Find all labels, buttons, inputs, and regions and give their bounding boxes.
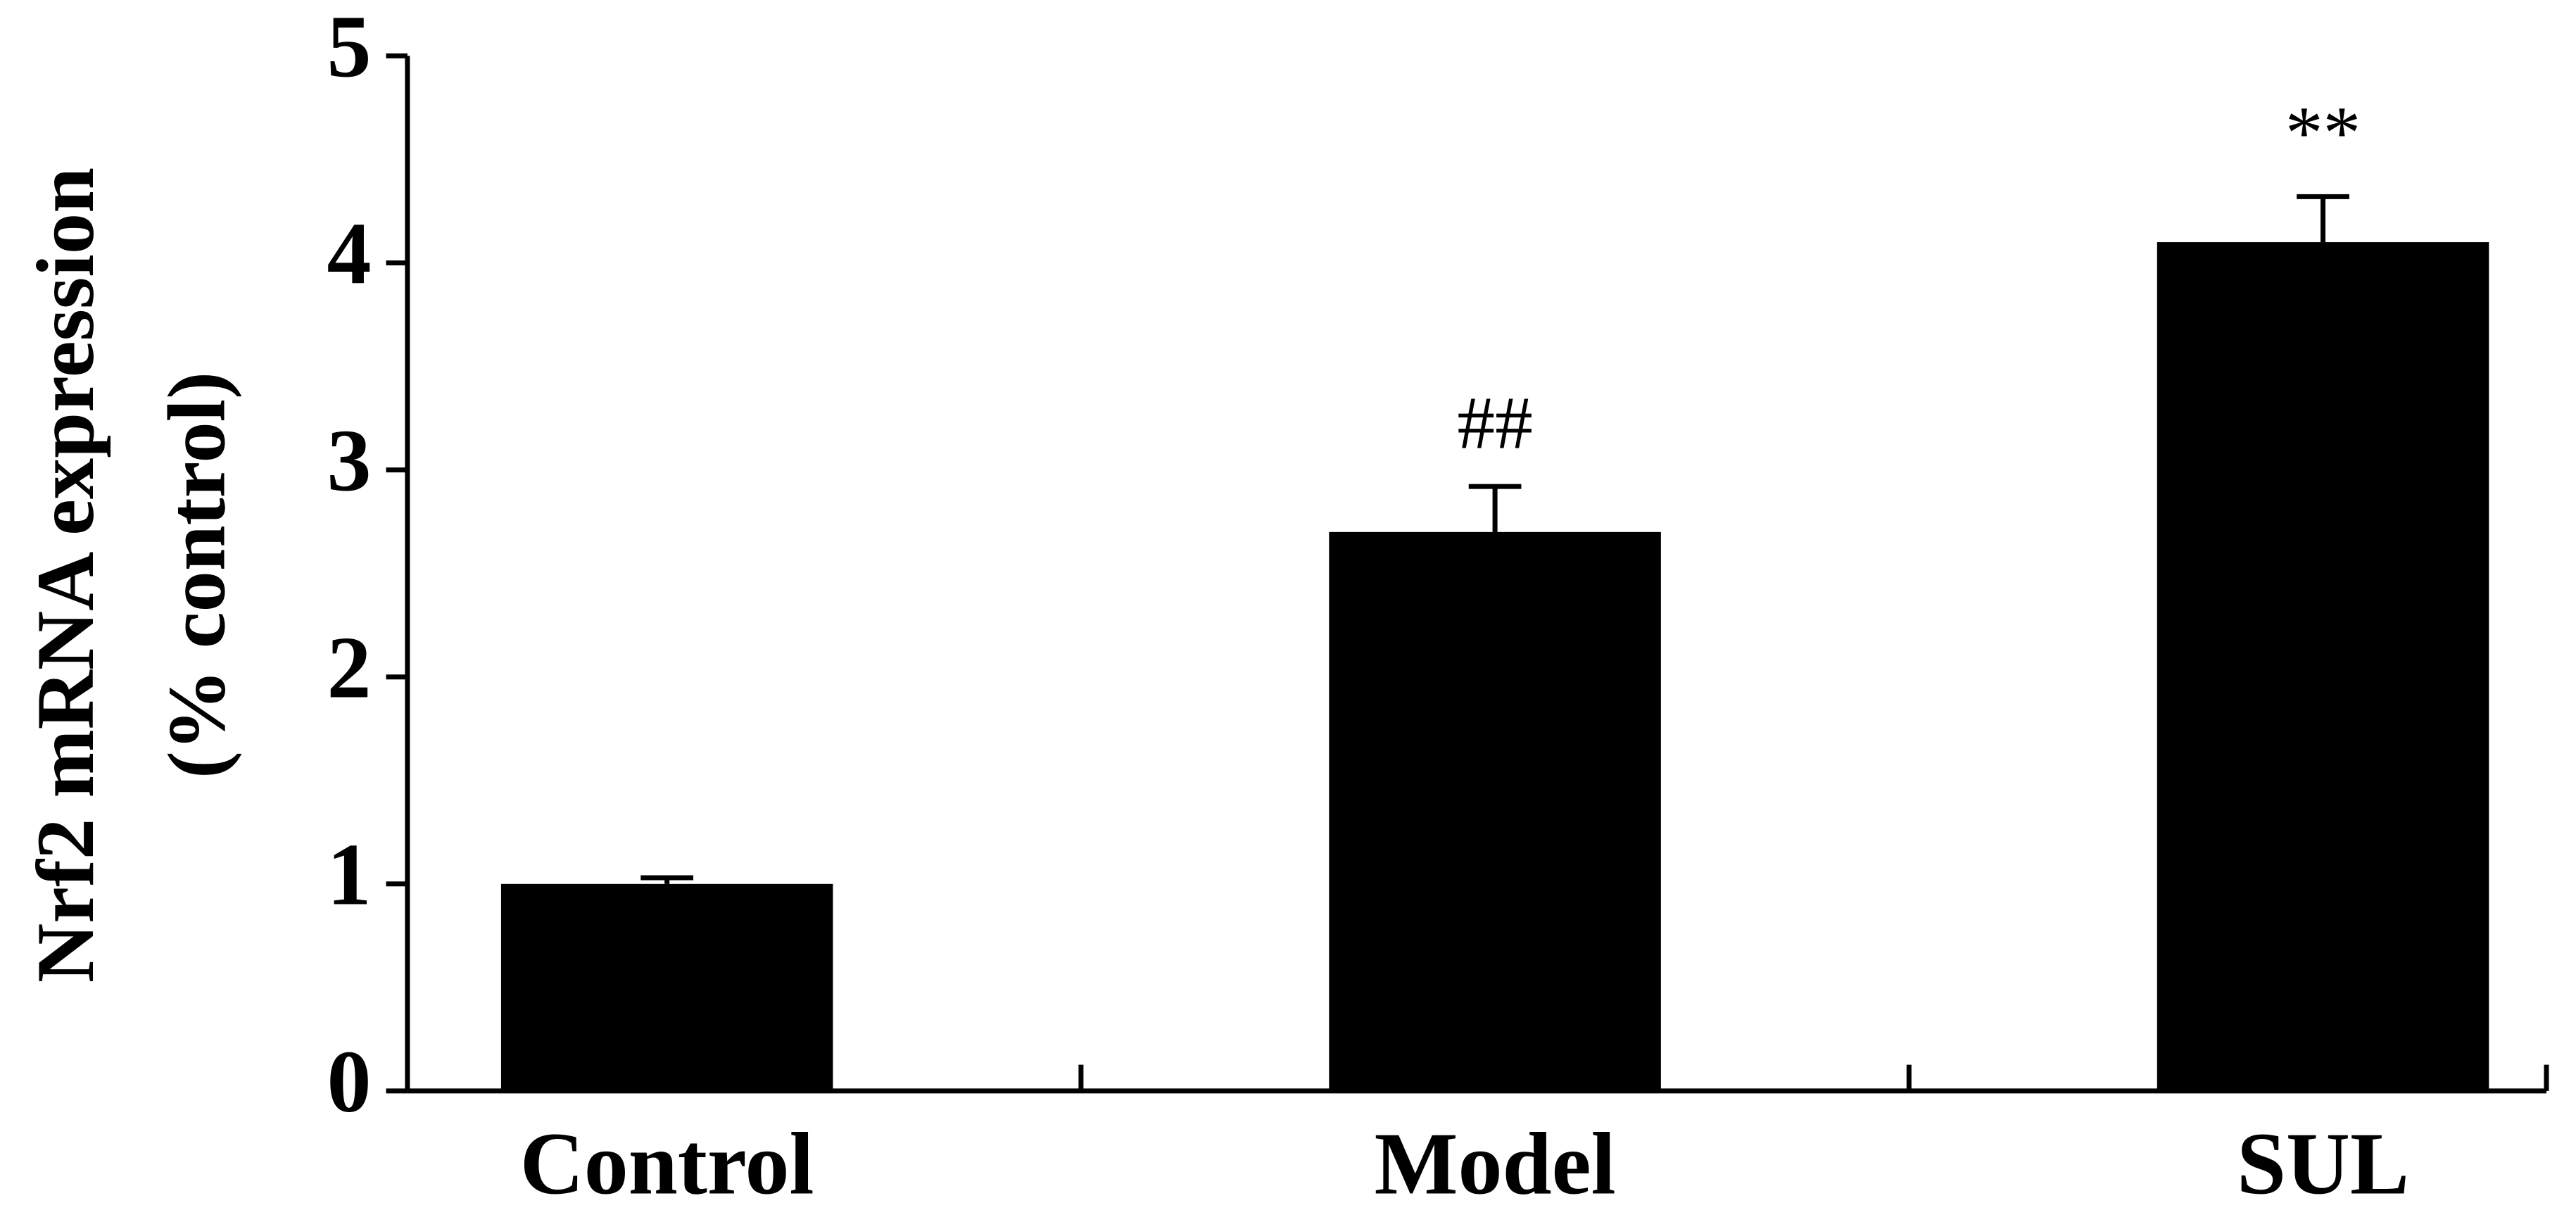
annotation: ** [2285, 92, 2361, 175]
bar [500, 883, 833, 1091]
y-axis-label: (% control) [152, 372, 243, 779]
y-axis-label: Nrf2 mRNA expression [20, 168, 111, 983]
y-tick-label: 0 [327, 1033, 372, 1131]
bar [1329, 531, 1661, 1091]
x-tick-label: Model [1375, 1116, 1616, 1214]
bar [2157, 242, 2489, 1091]
y-tick-label: 3 [327, 412, 372, 510]
y-tick-label: 2 [327, 619, 372, 717]
x-tick-label: SUL [2237, 1116, 2409, 1214]
y-tick-label: 5 [327, 0, 372, 96]
y-tick-label: 4 [327, 205, 372, 303]
annotation: ## [1457, 381, 1532, 465]
x-tick-label: Control [520, 1116, 814, 1214]
y-tick-label: 1 [327, 826, 372, 924]
